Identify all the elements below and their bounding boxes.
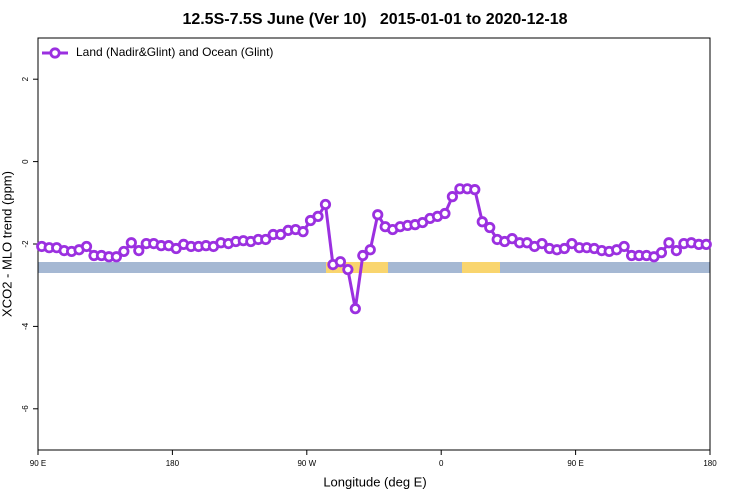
x-tick-label: 90 E [567,459,583,468]
y-tick-label: -2 [21,240,30,248]
point [125,237,137,249]
point [80,240,93,253]
point [118,245,130,258]
point [700,238,712,251]
plot-frame [37,37,711,451]
point [364,244,376,256]
legend-marker [49,47,61,59]
x-tick-label: 0 [439,459,444,468]
y-tick-label: 2 [21,76,30,81]
land-strip [326,262,388,273]
land-strip [462,262,500,273]
point [670,244,683,257]
point [655,247,668,259]
point [484,221,496,234]
point [357,249,369,262]
y-axis-label: XCO2 - MLO trend (ppm) [0,171,14,317]
legend-label: Land (Nadir&Glint) and Ocean (Glint) [76,45,273,59]
point [349,303,361,315]
point [260,233,272,246]
chart-title: 12.5S-7.5S June (Ver 10) 2015-01-01 to 2… [182,11,567,28]
x-tick-label: 180 [166,459,180,468]
point [439,207,451,220]
x-tick-label: 180 [703,459,717,468]
point [319,198,332,211]
point [133,244,145,257]
point [469,184,481,196]
point [476,216,488,228]
point [536,237,548,250]
point [342,263,354,276]
y-tick-label: -6 [21,405,30,413]
point [663,237,675,249]
x-axis-label: Longitude (deg E) [323,474,426,489]
surface-strip [38,262,710,273]
point [372,209,384,221]
point [110,251,123,263]
point [312,210,324,222]
y-tick-label: -4 [21,322,30,330]
point [334,256,346,268]
x-tick-label: 90 W [297,459,316,468]
x-tick-label: 90 E [30,459,46,468]
y-tick-label: 0 [21,159,30,164]
point [618,240,630,253]
point [297,226,309,238]
point [558,242,571,255]
point [446,191,458,203]
